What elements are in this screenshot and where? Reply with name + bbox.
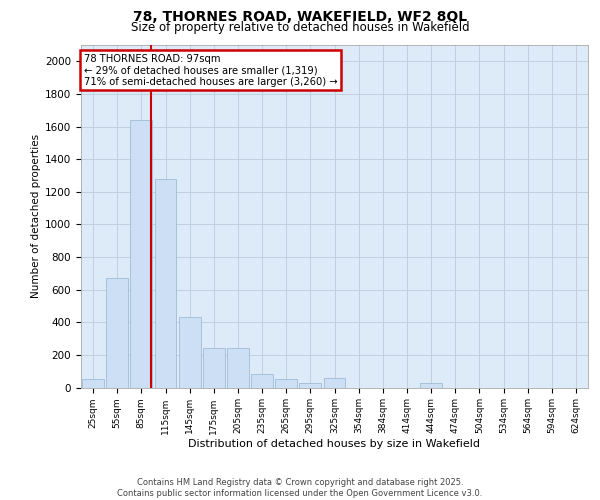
Bar xyxy=(251,374,273,388)
Bar xyxy=(227,348,249,388)
Bar xyxy=(323,378,346,388)
Bar xyxy=(203,348,224,388)
X-axis label: Distribution of detached houses by size in Wakefield: Distribution of detached houses by size … xyxy=(188,439,481,449)
Bar xyxy=(82,378,104,388)
Text: Size of property relative to detached houses in Wakefield: Size of property relative to detached ho… xyxy=(131,21,469,34)
Bar xyxy=(106,278,128,388)
Bar xyxy=(299,382,321,388)
Text: 78, THORNES ROAD, WAKEFIELD, WF2 8QL: 78, THORNES ROAD, WAKEFIELD, WF2 8QL xyxy=(133,10,467,24)
Bar xyxy=(130,120,152,388)
Text: Contains HM Land Registry data © Crown copyright and database right 2025.
Contai: Contains HM Land Registry data © Crown c… xyxy=(118,478,482,498)
Bar xyxy=(420,382,442,388)
Bar xyxy=(155,178,176,388)
Y-axis label: Number of detached properties: Number of detached properties xyxy=(31,134,41,298)
Bar xyxy=(275,380,297,388)
Text: 78 THORNES ROAD: 97sqm
← 29% of detached houses are smaller (1,319)
71% of semi-: 78 THORNES ROAD: 97sqm ← 29% of detached… xyxy=(83,54,337,87)
Bar xyxy=(179,318,200,388)
